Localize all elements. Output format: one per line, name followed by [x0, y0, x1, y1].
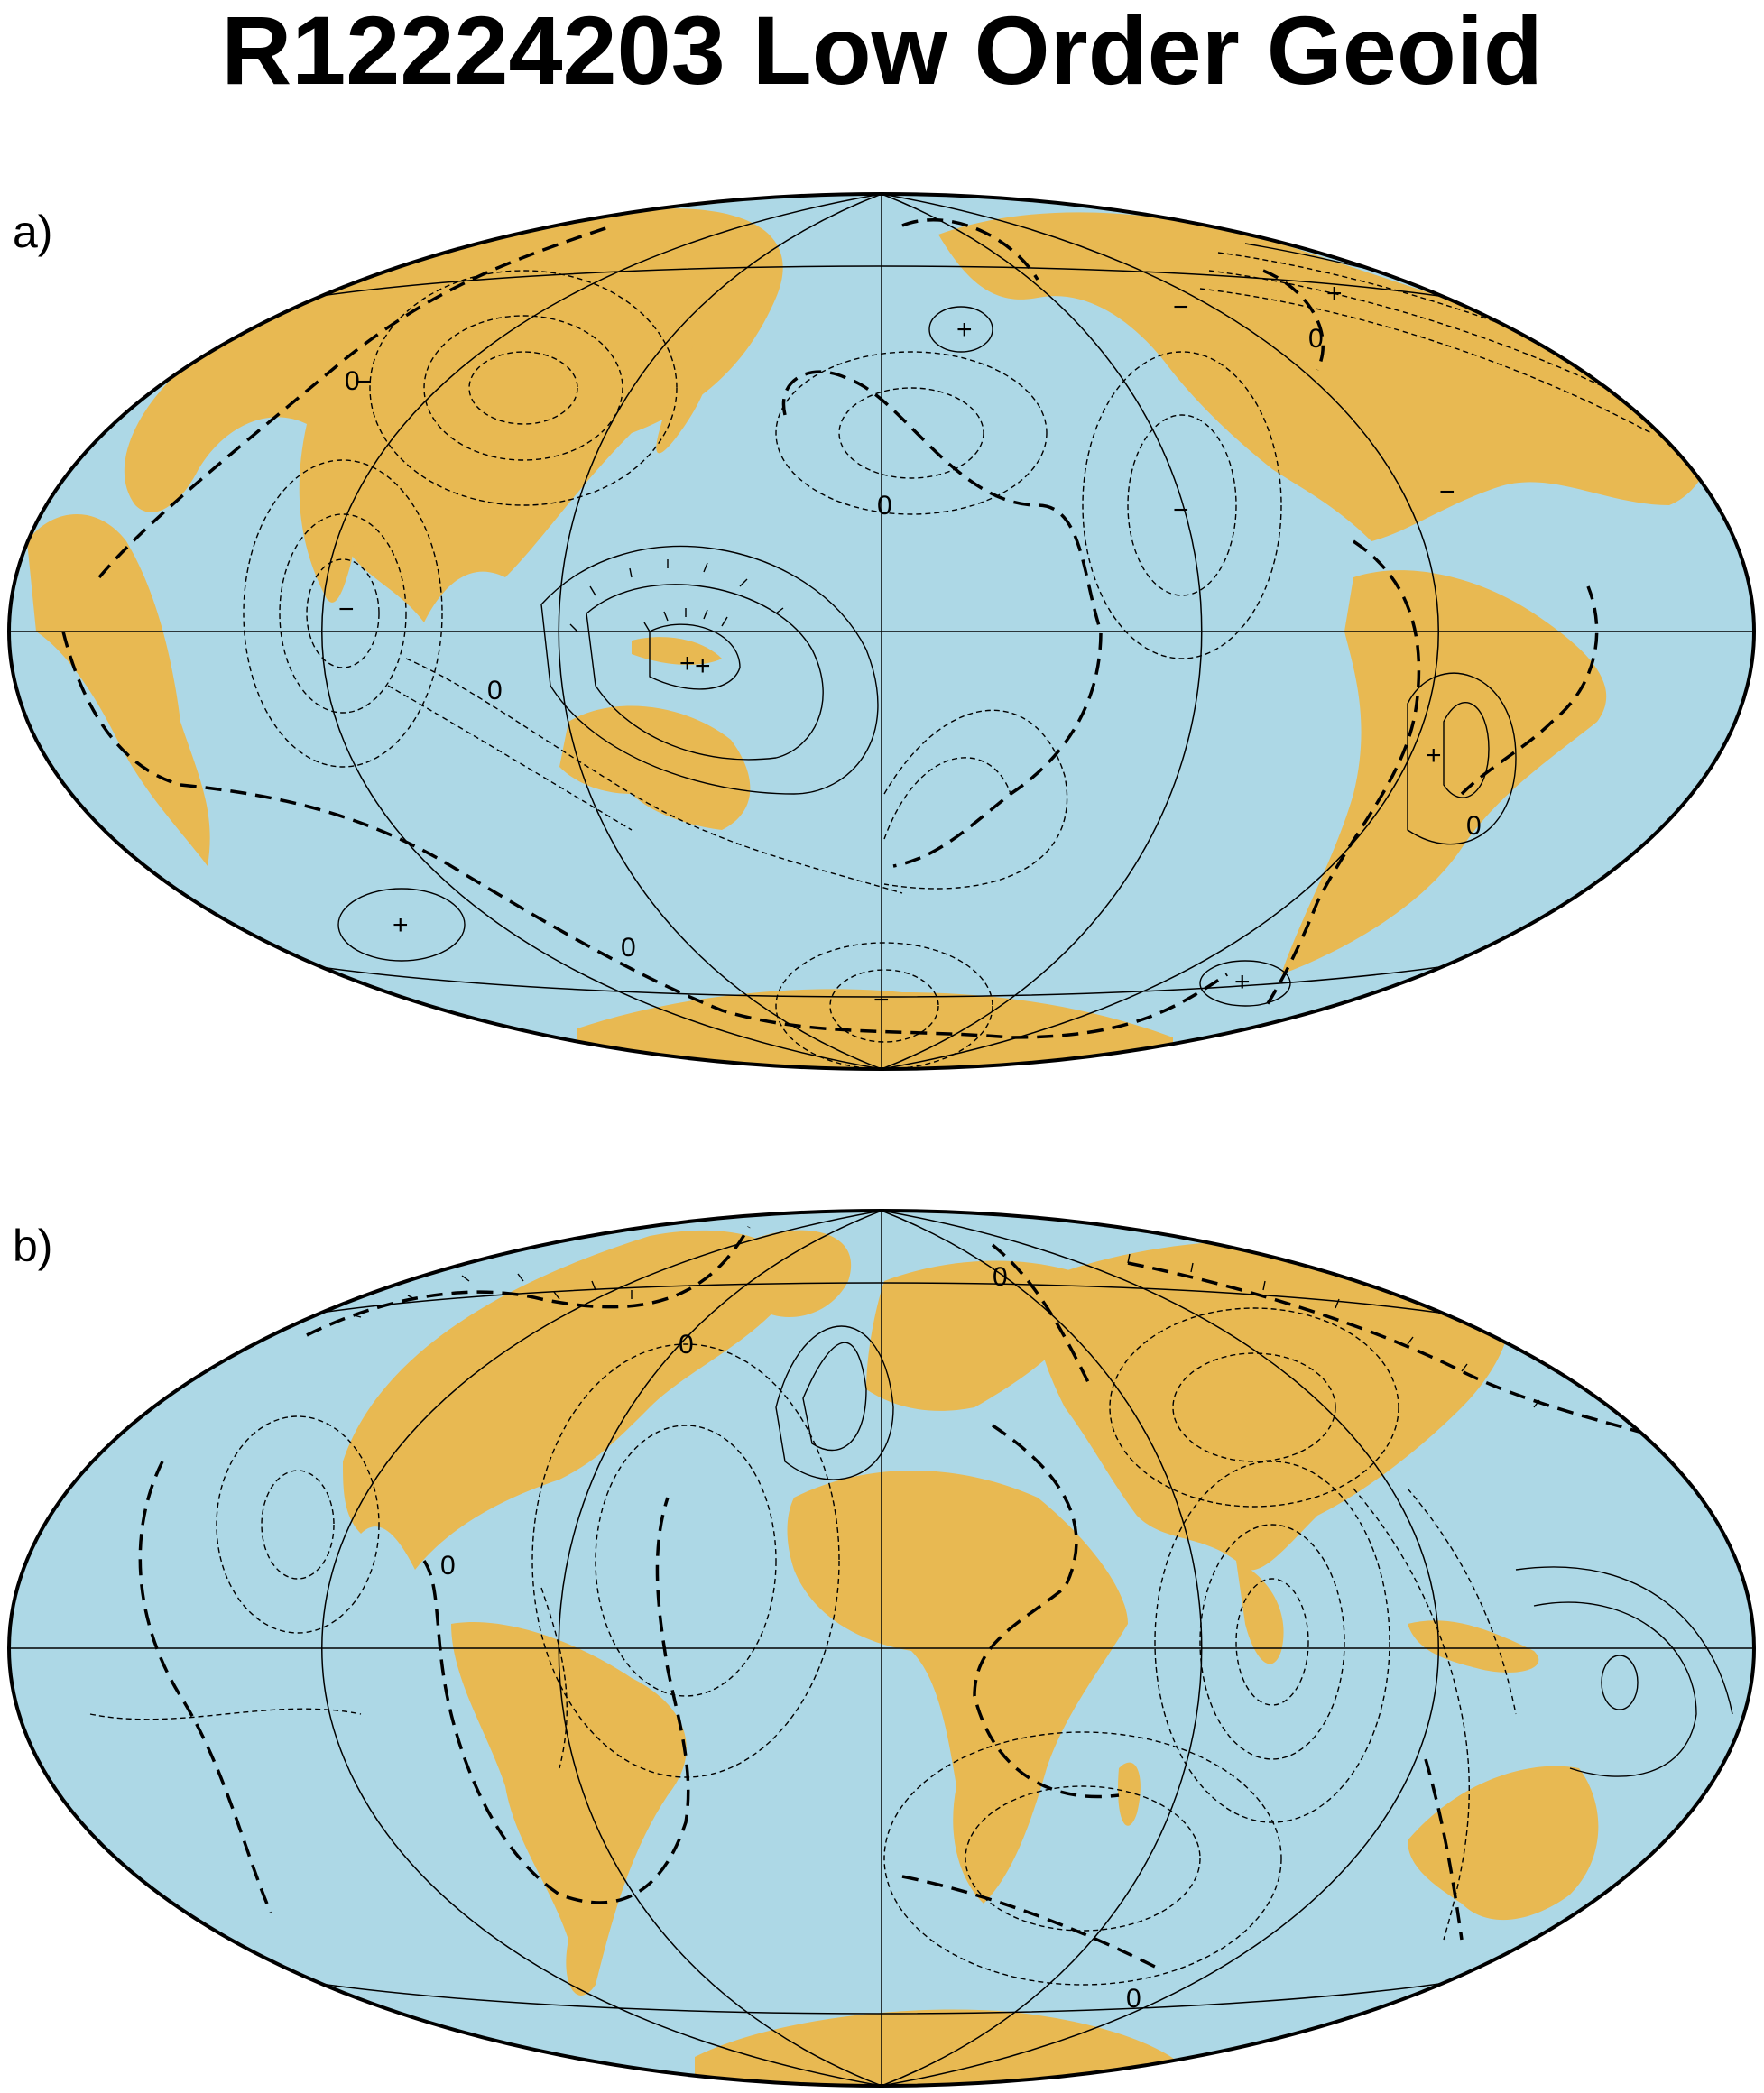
- zero-label: 0: [679, 1330, 694, 1360]
- zero-label: 0: [487, 676, 503, 705]
- panel-b-graticule: [9, 1211, 1754, 2086]
- panel-a-graticule: [9, 194, 1754, 1069]
- zero-label: 0: [993, 1262, 1008, 1292]
- india-landmass: [1236, 1561, 1284, 1664]
- panel-a-contours-zero: [61, 217, 1599, 1039]
- panel-a-map: − − − − − − + + + + + + + 0 0 0 0 0 0: [7, 192, 1756, 1071]
- panel-b-contour-labels: 0 0 0 0: [440, 1262, 1141, 2014]
- zero-label: 0: [621, 933, 636, 963]
- greenland-landmass: [736, 1230, 852, 1317]
- panel-b-landmasses: [343, 1230, 1599, 2086]
- panel-a-contour-labels: − − − − − − + + + + + + + 0 0 0 0 0 0: [338, 279, 1482, 1015]
- kamchatka-japan: [656, 325, 712, 454]
- australia-landmass: [559, 705, 751, 830]
- india-landmass: [299, 424, 355, 603]
- panel-b-tick-marks: [353, 1253, 1540, 1408]
- north-america-landmass: [343, 1230, 791, 1570]
- zero-label: 0: [1308, 324, 1324, 354]
- panel-a-label: a): [13, 207, 53, 257]
- plus-label: +: [393, 910, 409, 940]
- plus-label: +: [1426, 741, 1442, 770]
- africa-landmass: [787, 1471, 1128, 1904]
- minus-label: −: [338, 595, 355, 624]
- new-guinea-landmass: [632, 637, 722, 665]
- panel-b-map-frame: [7, 1209, 1756, 2088]
- north-america-landmass: [938, 212, 1716, 541]
- minus-label: −: [873, 985, 890, 1015]
- panel-b-contours-zero: [138, 1226, 1679, 1969]
- figure-title: R12224203 Low Order Geoid: [221, 0, 1543, 105]
- panel-b-contours-negative: [89, 1307, 1517, 1986]
- panel-b-contours-positive: [775, 1325, 1733, 1777]
- plus-label: +: [1326, 279, 1343, 309]
- minus-label: −: [356, 367, 373, 397]
- south-america-landmass: [451, 1622, 687, 1996]
- zero-label: 0: [440, 1551, 456, 1581]
- plus-label: +: [695, 651, 711, 681]
- asia-landmass: [1035, 1240, 1510, 1571]
- minus-label: −: [1173, 495, 1189, 525]
- minus-label: −: [1439, 477, 1455, 507]
- australia-landmass: [1408, 1766, 1599, 1921]
- madagascar-landmass: [1118, 1762, 1141, 1826]
- panel-b-map: 0 0 0 0: [7, 1209, 1756, 2088]
- panel-b-label: b): [13, 1221, 53, 1271]
- panel-a-tick-marks: [569, 559, 784, 632]
- zero-label: 0: [345, 366, 360, 396]
- minus-label: −: [1173, 292, 1189, 322]
- se-asia-islands: [1408, 1620, 1539, 1673]
- plus-label: +: [679, 649, 696, 678]
- zero-label: 0: [1126, 1984, 1141, 2014]
- plus-label: +: [1234, 967, 1251, 997]
- panel-a-map-frame: [7, 192, 1756, 1071]
- zero-label: 0: [877, 491, 892, 521]
- zero-label: 0: [1466, 811, 1482, 841]
- plus-label: +: [956, 315, 973, 345]
